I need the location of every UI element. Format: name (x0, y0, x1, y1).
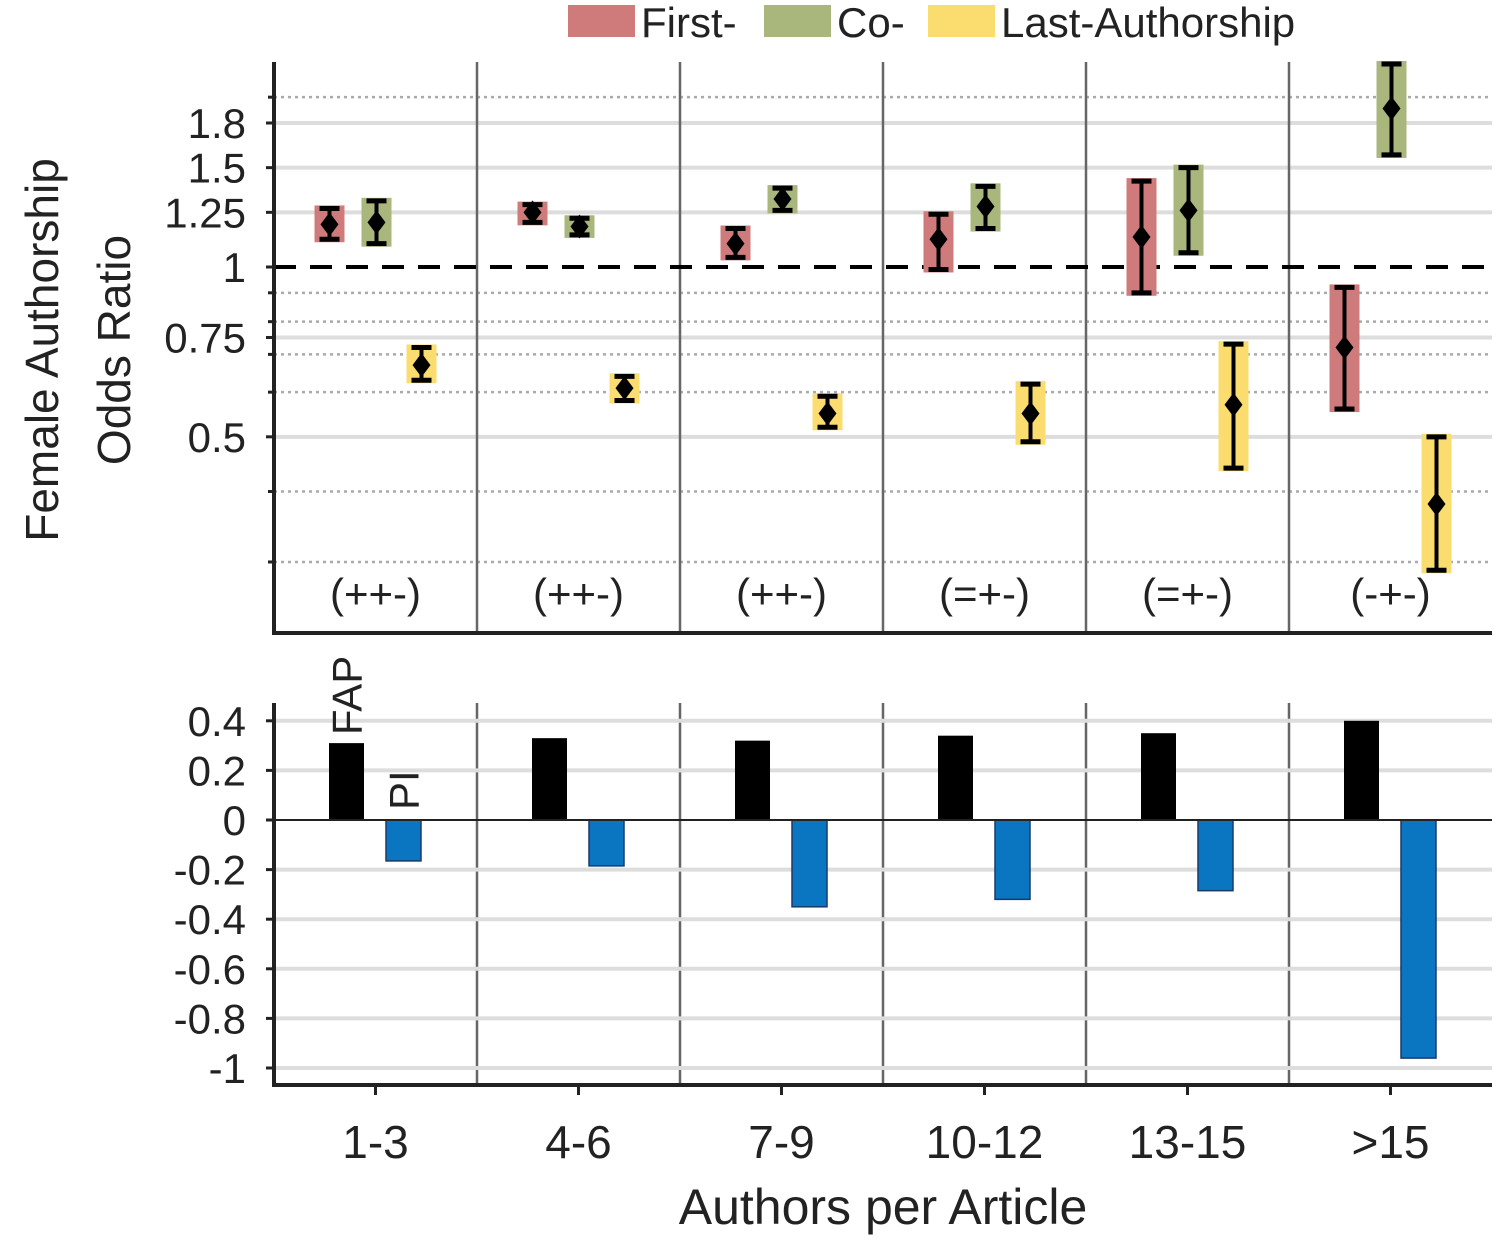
fap-bar (938, 735, 973, 820)
point-estimate-marker (1021, 401, 1040, 426)
pi-bar (588, 819, 625, 867)
x-tick-label: 7-9 (748, 1116, 814, 1168)
legend-swatch-1 (764, 5, 831, 37)
point-estimate-marker (929, 227, 948, 252)
significance-annotation: (=+-) (1142, 570, 1233, 617)
y-tick-label: 0.75 (164, 314, 246, 361)
y-axis-label-line1: Female Authorship (16, 158, 68, 542)
legend-swatch-0 (568, 5, 635, 37)
y-tick-label: 1.25 (164, 189, 246, 236)
fap-bar (532, 738, 567, 820)
legend-label-0: First- (641, 0, 737, 46)
fap-bar (329, 743, 364, 820)
y-tick-label: 0.5 (188, 414, 246, 461)
point-estimate-marker (523, 200, 542, 225)
significance-annotation: (-+-) (1350, 570, 1430, 617)
point-estimate-marker (320, 212, 339, 237)
significance-annotation: (++-) (330, 570, 421, 617)
point-estimate-marker (615, 376, 634, 401)
y-tick-label: -0.8 (174, 995, 246, 1042)
legend-swatch-2 (928, 5, 995, 37)
significance-annotation: (++-) (736, 570, 827, 617)
pi-bar (385, 819, 422, 862)
y-tick-label: -1 (209, 1045, 246, 1092)
pi-bar (791, 819, 828, 908)
significance-annotation: (=+-) (939, 570, 1030, 617)
series-label-fap: FAP (324, 656, 371, 735)
x-tick-label: 13-15 (1129, 1116, 1247, 1168)
y-tick-label: 1.8 (188, 100, 246, 147)
point-estimate-marker (1427, 492, 1446, 517)
pi-bar (1197, 819, 1234, 892)
series-label-pi: PI (381, 770, 428, 810)
point-estimate-marker (1335, 335, 1354, 360)
significance-annotation: (++-) (533, 570, 624, 617)
point-estimate-marker (412, 353, 431, 378)
y-tick-label: -0.6 (174, 946, 246, 993)
point-estimate-marker (1179, 198, 1198, 223)
y-tick-label: -0.4 (174, 896, 246, 943)
x-tick-label: 4-6 (545, 1116, 611, 1168)
y-tick-label: -0.2 (174, 847, 246, 894)
point-estimate-marker (976, 194, 995, 219)
point-estimate-marker (1382, 96, 1401, 121)
x-axis-label: Authors per Article (679, 1179, 1088, 1235)
x-tick-label: 1-3 (342, 1116, 408, 1168)
fap-bar (735, 740, 770, 820)
point-estimate-marker (1132, 225, 1151, 250)
pi-bar (994, 819, 1031, 901)
y-tick-label: 1.5 (188, 145, 246, 192)
legend: First- Co- Last-Authorship (568, 0, 1295, 46)
point-estimate-marker (367, 210, 386, 235)
point-estimate-marker (818, 401, 837, 426)
y-tick-label: 1 (223, 244, 246, 291)
point-estimate-marker (726, 231, 745, 256)
y-tick-label: 0.4 (188, 698, 246, 745)
y-tick-label: 0.2 (188, 747, 246, 794)
legend-label-1: Co- (837, 0, 905, 46)
point-estimate-marker (570, 214, 589, 239)
legend-label-2: Last-Authorship (1001, 0, 1295, 46)
x-tick-label: 10-12 (926, 1116, 1044, 1168)
x-tick-label: >15 (1351, 1116, 1429, 1168)
odds-ratio-panel: 0.5 0.75 1 1.251.51.8 Female Authorship Odds … (16, 61, 1492, 635)
fap-bar (1344, 720, 1379, 820)
pi-bar (1400, 819, 1437, 1059)
point-estimate-marker (1224, 392, 1243, 417)
y-axis-label-line2: Odds Ratio (88, 235, 140, 465)
y-tick-label: 0 (223, 797, 246, 844)
point-estimate-marker (773, 186, 792, 211)
fap-bar (1141, 733, 1176, 820)
